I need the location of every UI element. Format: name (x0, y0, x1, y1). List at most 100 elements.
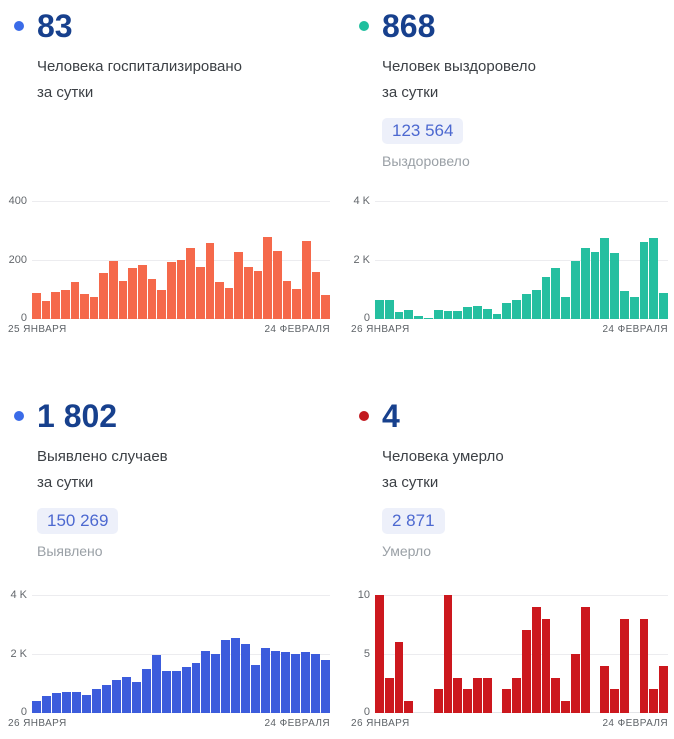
bar (157, 290, 166, 319)
panel-subtitle: Выявлено случаев за сутки (37, 444, 344, 496)
bar (281, 651, 291, 713)
plot-area (32, 201, 330, 319)
bar (99, 272, 109, 319)
bar (321, 659, 331, 713)
y-axis: 10 5 0 (351, 589, 372, 718)
bar (453, 311, 463, 319)
bar (512, 299, 521, 319)
total-badge[interactable]: 2 871 (382, 508, 445, 534)
bar (492, 314, 502, 319)
bar (191, 662, 201, 713)
bar (659, 665, 668, 713)
bar (482, 308, 492, 319)
daily-count: 4 (382, 398, 400, 434)
bar (580, 606, 590, 713)
plot-area (375, 595, 668, 713)
bar (32, 293, 41, 319)
bar (394, 642, 404, 713)
bar (531, 289, 541, 319)
y-axis: 4 K 2 K 0 (8, 589, 29, 718)
x-axis-start-label: 26 ЯНВАРЯ (8, 718, 67, 729)
bar (570, 261, 580, 319)
bar (610, 253, 619, 319)
panel-hospitalized: 83 Человека госпитализировано за сутки 4… (0, 0, 344, 370)
bar (443, 595, 453, 713)
bar (205, 242, 215, 319)
bar (32, 700, 41, 713)
daily-count: 868 (382, 8, 436, 44)
baseline (375, 712, 668, 713)
bar (570, 654, 580, 713)
bar (186, 248, 195, 319)
bar (404, 701, 414, 713)
bar (551, 677, 561, 713)
bar (423, 318, 433, 319)
bar (273, 250, 282, 319)
bar (301, 652, 311, 713)
bar (414, 316, 423, 319)
bar (234, 251, 244, 319)
bar (41, 301, 51, 319)
bar (292, 288, 301, 319)
bar (600, 665, 610, 713)
bar (639, 618, 649, 713)
x-axis: 26 ЯНВАРЯ 24 ФЕВРАЛЯ (351, 324, 668, 336)
bar (128, 268, 138, 319)
gridline (32, 595, 330, 596)
bar (171, 671, 181, 713)
bar (70, 282, 80, 319)
bar (147, 279, 157, 319)
bar (81, 694, 91, 713)
panel-subtitle: Человека госпитализировано за сутки (37, 54, 344, 106)
bar-series (32, 201, 330, 319)
y-tick: 2 K (10, 648, 27, 660)
total-badge[interactable]: 150 269 (37, 508, 119, 534)
y-tick: 400 (8, 195, 27, 207)
baseline (32, 712, 330, 713)
bar (502, 303, 512, 319)
bar (271, 651, 281, 713)
x-axis-start-label: 25 ЯНВАРЯ (8, 324, 67, 335)
bar (221, 639, 231, 713)
subtitle-line: за сутки (382, 84, 439, 101)
y-tick: 2 K (353, 254, 370, 266)
bar (531, 606, 541, 713)
bar (80, 294, 89, 319)
bar (482, 677, 492, 713)
subtitle-line: Человека госпитализировано (37, 58, 243, 75)
bar (472, 305, 482, 319)
bar (215, 281, 224, 319)
status-dot-icon (359, 411, 369, 421)
subtitle-line: за сутки (37, 84, 94, 101)
gridline (375, 595, 668, 596)
bar (590, 251, 600, 319)
bar (463, 689, 472, 713)
y-axis: 4 K 2 K 0 (351, 195, 372, 324)
bar (659, 293, 668, 319)
bar (176, 260, 186, 319)
bar (181, 666, 191, 713)
bar (610, 689, 619, 713)
bar (251, 665, 261, 713)
y-tick: 4 K (10, 589, 27, 601)
panel-subtitle: Человек выздоровело за сутки (382, 54, 674, 106)
bar (151, 655, 161, 713)
bar (141, 668, 151, 713)
bar (131, 681, 141, 713)
bar (311, 271, 321, 319)
gridline (375, 201, 668, 202)
bar (619, 290, 629, 319)
bar (561, 701, 570, 713)
bar (89, 296, 99, 319)
y-tick: 0 (20, 706, 27, 718)
chart-recovered: 4 K 2 K 0 26 ЯНВАРЯ 24 ФЕВРАЛЯ (351, 195, 668, 336)
x-axis-end-label: 24 ФЕВРАЛЯ (264, 324, 330, 335)
bar (51, 291, 60, 319)
bar (201, 651, 211, 713)
subtitle-line: за сутки (382, 474, 439, 491)
bar (241, 643, 251, 713)
bar (101, 684, 111, 713)
x-axis: 26 ЯНВАРЯ 24 ФЕВРАЛЯ (8, 718, 330, 730)
total-badge[interactable]: 123 564 (382, 118, 464, 144)
panel-header: 1 802 (14, 370, 344, 436)
